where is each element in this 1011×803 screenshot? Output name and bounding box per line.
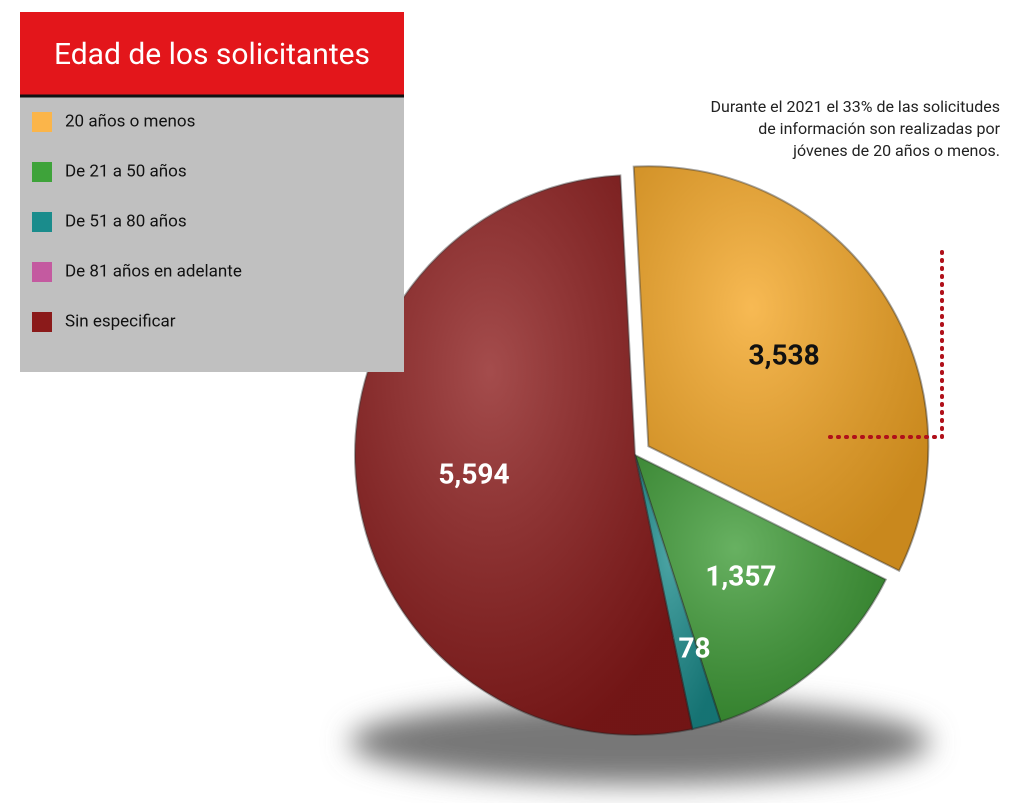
legend-label: Sin especificar: [65, 311, 176, 331]
slice-shade: [635, 455, 721, 730]
legend: 20 años o menos De 21 a 50 años De 51 a 80…: [32, 111, 242, 332]
title-bar: [20, 12, 404, 95]
legend-label: De 81 años en adelante: [65, 261, 242, 281]
annotation: Durante el 2021 el 33% de las solicitude…: [710, 97, 1001, 160]
pie-shadow: [350, 700, 930, 784]
legend-label: 20 años o menos: [65, 111, 195, 131]
annotation-leader: [828, 248, 944, 439]
data-label: 1,357: [705, 560, 776, 593]
slice-shade: [354, 175, 693, 735]
legend-swatch: [32, 162, 52, 182]
slice-shade: [635, 455, 886, 722]
data-label: 5,594: [438, 457, 509, 490]
legend-label: De 51 a 80 años: [65, 211, 187, 231]
data-label: 3,538: [749, 338, 820, 371]
slice-shade: [633, 166, 929, 571]
legend-swatch: [32, 312, 52, 332]
legend-swatch: [32, 212, 52, 232]
chart-title: Edad de los solicitantes: [54, 37, 370, 72]
legend-label: De 21 a 50 años: [65, 161, 187, 181]
legend-swatch: [32, 262, 52, 282]
legend-swatch: [32, 112, 52, 132]
